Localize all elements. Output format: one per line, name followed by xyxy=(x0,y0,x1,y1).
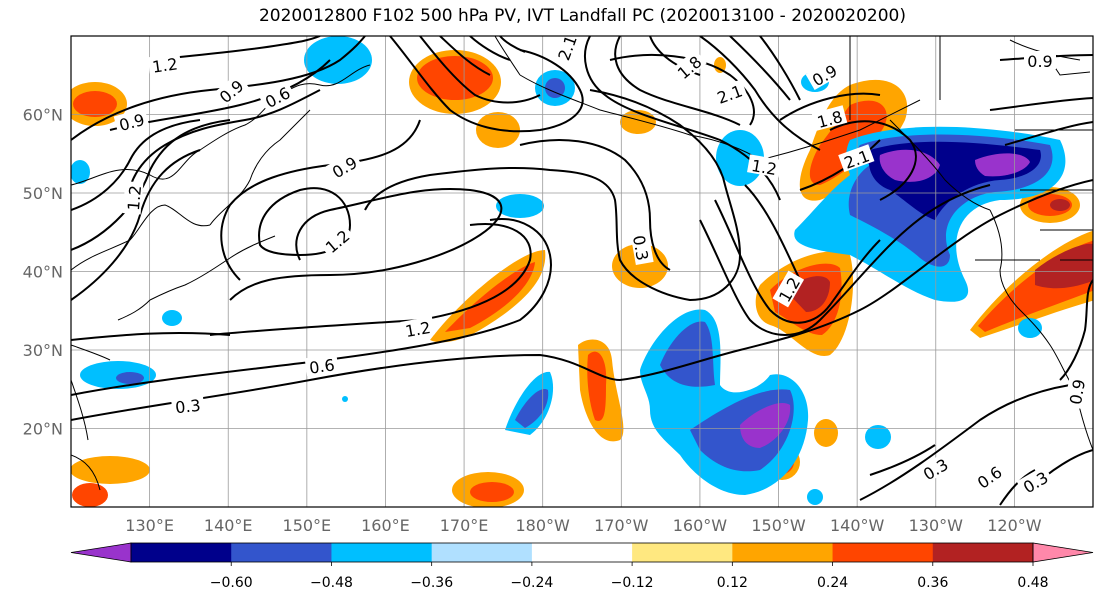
colorbar-segment xyxy=(732,543,834,562)
ivt-contours xyxy=(71,36,1093,506)
svg-text:0.3: 0.3 xyxy=(174,396,201,418)
colorbar-tick-label: −0.48 xyxy=(310,575,353,591)
svg-text:0.3: 0.3 xyxy=(629,234,652,262)
lon-tick-label: 170°W xyxy=(594,516,649,535)
colorbar-outline xyxy=(130,542,1034,563)
lat-tick-label: 30°N xyxy=(23,341,63,360)
lon-tick-label: 130°E xyxy=(125,516,174,535)
lat-tick-label: 20°N xyxy=(23,420,63,439)
colorbar-segment xyxy=(331,543,433,562)
contour-label-11: 0.3 xyxy=(629,230,654,265)
colorbar-segment xyxy=(531,543,633,562)
map-border xyxy=(70,35,1094,508)
colorbar-tick-label: 0.48 xyxy=(1017,575,1048,591)
contour-label-1: 1.2 xyxy=(147,52,182,77)
colorbar-segment xyxy=(832,543,934,562)
lon-tick-label: 160°W xyxy=(673,516,728,535)
colorbar-tick-label: −0.24 xyxy=(510,575,553,591)
colorbar-segment xyxy=(932,543,1034,562)
contour-label-9: 0.6 xyxy=(304,353,339,378)
svg-text:0.9: 0.9 xyxy=(1027,52,1052,71)
lon-tick-label: 150°W xyxy=(751,516,806,535)
colorbar-segment xyxy=(632,543,733,562)
colorbar-tick-label: −0.12 xyxy=(611,575,654,591)
colorbar-extend-low xyxy=(70,542,132,563)
contour-label-15: 1.8 xyxy=(811,105,848,132)
colorbar-extend-high xyxy=(1032,542,1094,563)
lon-tick-label: 170°E xyxy=(440,516,489,535)
colorbar-segment xyxy=(131,543,232,562)
lat-tick-label: 50°N xyxy=(23,184,63,203)
colorbar-tick-label: 0.24 xyxy=(817,575,848,591)
contour-label-18: 0.9 xyxy=(1024,51,1056,71)
lon-tick-label: 130°W xyxy=(909,516,964,535)
coastlines xyxy=(71,36,1093,491)
colorbar-tick-label: 0.12 xyxy=(717,575,748,591)
colorbar-tick-label: −0.60 xyxy=(210,575,253,591)
lon-tick-label: 150°E xyxy=(283,516,332,535)
svg-text:0.9: 0.9 xyxy=(1066,378,1089,406)
colorbar-segment xyxy=(431,543,533,562)
contour-label-14: 1.2 xyxy=(747,154,782,179)
svg-text:1.2: 1.2 xyxy=(750,156,778,179)
colorbar-segment xyxy=(231,543,332,562)
lat-tick-label: 40°N xyxy=(23,263,63,282)
lon-tick-label: 160°E xyxy=(361,516,410,535)
contour-label-10: 0.3 xyxy=(170,394,205,418)
contour-label-8: 1.2 xyxy=(400,316,435,341)
contour-label-5: 1.2 xyxy=(122,181,145,215)
map-content: 1.2 0.9 0.6 0.9 1.2 0.9 1.2 1.2 0.6 0.3 … xyxy=(71,36,1093,507)
latitude-labels: 20°N 30°N 40°N 50°N 60°N xyxy=(23,106,63,439)
svg-text:1.2: 1.2 xyxy=(151,54,179,76)
svg-text:1.2: 1.2 xyxy=(124,184,145,211)
lon-tick-label: 120°W xyxy=(987,516,1042,535)
colorbar: −0.60 −0.48 −0.36 −0.24 −0.12 0.12 0.24 0.36 0.4… xyxy=(70,542,1094,591)
contour-label-22: 0.9 xyxy=(1064,374,1089,409)
shaded-anomaly-layer xyxy=(71,36,1093,507)
map-title: 2020012800 F102 500 hPa PV, IVT Landfall… xyxy=(258,6,906,26)
colorbar-tick-label: 0.36 xyxy=(917,575,948,591)
lon-tick-label: 140°E xyxy=(204,516,253,535)
svg-text:0.6: 0.6 xyxy=(308,355,336,377)
lon-tick-label: 180°W xyxy=(516,516,571,535)
colorbar-tick-label: −0.36 xyxy=(410,575,453,591)
lon-tick-label: 140°W xyxy=(830,516,885,535)
svg-text:1.2: 1.2 xyxy=(404,318,432,341)
lat-tick-label: 60°N xyxy=(23,106,63,125)
longitude-labels: 130°E 140°E 150°E 160°E 170°E 180°W 170°W 160°W… xyxy=(125,516,1041,535)
